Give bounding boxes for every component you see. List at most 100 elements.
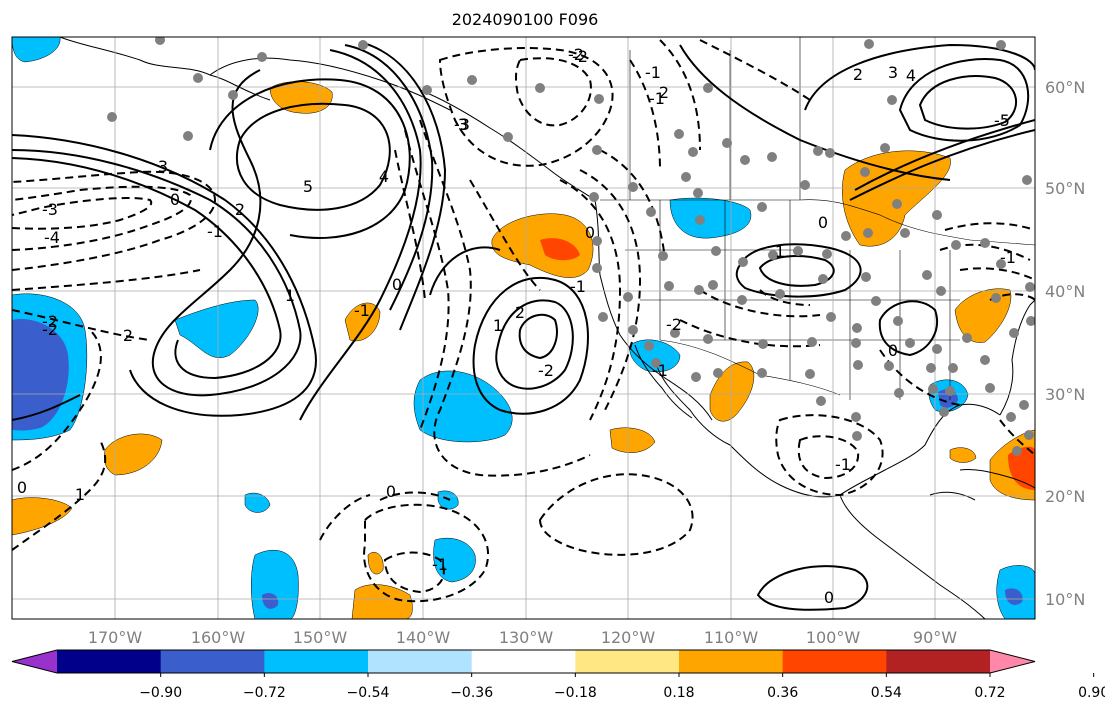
contour-label: 0 xyxy=(170,190,180,209)
contour-label: 1 xyxy=(775,242,785,261)
contour-label: -4 xyxy=(44,228,60,247)
colorbar-segment xyxy=(679,650,784,673)
colorbar-tick-label: −0.18 xyxy=(554,685,597,701)
strong-positive-anomaly-area xyxy=(540,238,580,261)
contour-label: -1 xyxy=(570,277,586,296)
contour-label: -1 xyxy=(354,301,370,320)
contour-label: 2 xyxy=(659,83,669,102)
lat-label: 30°N xyxy=(1045,385,1085,404)
negative-anomaly-area xyxy=(413,370,513,443)
contour-label: 3 xyxy=(888,63,898,82)
contour-label: 4 xyxy=(379,167,389,186)
positive-anomaly-area xyxy=(949,447,977,463)
contour-label: 1 xyxy=(493,316,503,335)
colorbar-tick-label: 0.72 xyxy=(974,685,1005,701)
negative-contours xyxy=(12,39,1035,603)
map-title: 2024090100 F096 xyxy=(451,10,599,29)
lat-label: 60°N xyxy=(1045,78,1085,97)
colorbar-segment xyxy=(782,650,887,673)
contour-label: -1 xyxy=(652,361,668,380)
positive-anomaly-area xyxy=(344,302,381,342)
shaded-anomaly-areas xyxy=(12,37,1035,619)
contour-label: 3 xyxy=(158,157,168,176)
strong-negative-anomaly-area xyxy=(262,593,279,609)
contour-label: 1 xyxy=(75,485,85,504)
lat-label: 50°N xyxy=(1045,179,1085,198)
contour-label: -2 xyxy=(572,47,588,66)
contour-label: 1 xyxy=(285,286,295,305)
colorbar-tick-label: 0.18 xyxy=(663,685,694,701)
contour-label: 3 xyxy=(458,115,468,134)
colorbar xyxy=(11,649,1036,674)
strong-negative-anomaly-area xyxy=(12,319,69,431)
colorbar-tick-label: −0.72 xyxy=(243,685,286,701)
colorbar-segment xyxy=(264,650,369,673)
map-frame xyxy=(11,36,1036,620)
colorbar-extend-min xyxy=(12,650,57,673)
latitude-axis: 60°N 50°N 40°N 30°N 20°N 10°N xyxy=(1045,78,1085,609)
negative-anomaly-area xyxy=(12,37,61,63)
colorbar-outline xyxy=(11,649,1036,674)
colorbar-segment xyxy=(368,650,473,673)
lon-label: 100°W xyxy=(806,628,861,647)
lon-label: 150°W xyxy=(293,628,348,647)
positive-anomaly-area xyxy=(351,584,413,619)
colorbar-ticks: −0.90 −0.72 −0.54 −0.36 −0.18 0.18 0.36 0.54 0.7… xyxy=(139,673,1105,701)
positive-anomaly-area xyxy=(104,433,163,476)
lat-label: 10°N xyxy=(1045,590,1085,609)
contour-label: 0 xyxy=(392,275,402,294)
contour-label: -2 xyxy=(538,361,554,380)
colorbar-segment xyxy=(886,650,991,673)
negative-anomaly-area xyxy=(669,197,752,239)
contour-label: 2 xyxy=(123,326,133,345)
contour-label: 2 xyxy=(515,303,525,322)
positive-anomaly-area xyxy=(842,150,951,247)
lon-label: 130°W xyxy=(499,628,554,647)
contour-labels: -23-3-402-1-2254321-1021-2-101023-54-1-1… xyxy=(17,45,1016,607)
lon-label: 110°W xyxy=(704,628,759,647)
contour-label: -1 xyxy=(835,455,851,474)
contour-label: -2 xyxy=(42,312,58,331)
contour-label: -1 xyxy=(645,63,661,82)
colorbar-tick-label: −0.90 xyxy=(139,685,182,701)
contour-label: -2 xyxy=(42,320,58,339)
contour-label: -1 xyxy=(432,555,448,574)
contour-label: 0 xyxy=(888,341,898,360)
station-markers xyxy=(107,37,1035,456)
longitude-axis: 170°W 160°W 150°W 140°W 130°W 120°W 110°… xyxy=(88,628,957,647)
contour-label: -3 xyxy=(454,115,470,134)
colorbar-segment xyxy=(575,650,680,673)
negative-anomaly-area xyxy=(629,339,681,373)
positive-anomaly-area xyxy=(367,552,384,575)
contour-label: 2 xyxy=(853,65,863,84)
colorbar-extend-max xyxy=(990,650,1035,673)
positive-anomaly-area xyxy=(12,497,73,536)
colorbar-segment xyxy=(57,650,162,673)
lat-label: 20°N xyxy=(1045,487,1085,506)
colorbar-tick-label: −0.54 xyxy=(347,685,390,701)
negative-anomaly-area xyxy=(244,492,271,513)
contour-label: 0 xyxy=(386,482,396,501)
negative-anomaly-area xyxy=(251,549,299,619)
coastlines xyxy=(59,37,1035,619)
contour-label: 0 xyxy=(17,478,27,497)
positive-contours xyxy=(12,41,1035,611)
contour-label: -5 xyxy=(994,111,1010,130)
contour-label: -2 xyxy=(666,315,682,334)
contour-label: 4 xyxy=(906,66,916,85)
lon-label: 90°W xyxy=(913,628,957,647)
negative-anomaly-area xyxy=(174,299,259,358)
contour-label: 5 xyxy=(303,177,313,196)
contour-label: 0 xyxy=(824,588,834,607)
positive-anomaly-area xyxy=(954,288,1012,343)
contour-label: -1 xyxy=(207,222,223,241)
colorbar-tick-label: 0.36 xyxy=(767,685,798,701)
lon-label: 160°W xyxy=(191,628,246,647)
contour-label: 0 xyxy=(818,213,828,232)
contour-label: -1 xyxy=(1000,248,1016,267)
colorbar-segment xyxy=(471,650,576,673)
positive-anomaly-area xyxy=(609,427,656,453)
lon-label: 170°W xyxy=(88,628,143,647)
colorbar-tick-label: 0.54 xyxy=(871,685,902,701)
